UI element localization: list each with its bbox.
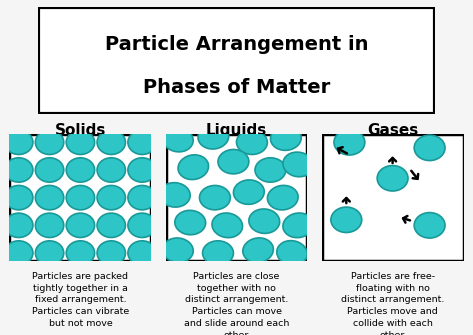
Text: Solids: Solids bbox=[55, 123, 106, 138]
Ellipse shape bbox=[198, 125, 229, 149]
Ellipse shape bbox=[414, 135, 445, 160]
Ellipse shape bbox=[97, 186, 125, 210]
Ellipse shape bbox=[128, 241, 156, 265]
Ellipse shape bbox=[66, 241, 95, 265]
Ellipse shape bbox=[35, 158, 64, 182]
Text: Particles are close
together with no
distinct arrangement.
Particles can move
an: Particles are close together with no dis… bbox=[184, 272, 289, 335]
Ellipse shape bbox=[271, 126, 301, 150]
Ellipse shape bbox=[255, 158, 286, 182]
Ellipse shape bbox=[5, 241, 33, 265]
Text: Particles are packed
tightly together in a
fixed arrangement.
Particles can vibr: Particles are packed tightly together in… bbox=[32, 272, 129, 328]
Ellipse shape bbox=[97, 213, 125, 238]
Ellipse shape bbox=[5, 130, 33, 154]
Ellipse shape bbox=[128, 130, 156, 154]
Ellipse shape bbox=[128, 213, 156, 238]
Ellipse shape bbox=[66, 213, 95, 238]
Ellipse shape bbox=[249, 209, 280, 233]
Ellipse shape bbox=[66, 130, 95, 154]
Ellipse shape bbox=[236, 130, 267, 154]
Text: Particle Arrangement in: Particle Arrangement in bbox=[105, 35, 368, 54]
Ellipse shape bbox=[97, 130, 125, 154]
Ellipse shape bbox=[267, 185, 298, 210]
Ellipse shape bbox=[277, 241, 307, 265]
Ellipse shape bbox=[128, 186, 156, 210]
Text: Phases of Matter: Phases of Matter bbox=[143, 78, 330, 96]
Ellipse shape bbox=[66, 158, 95, 182]
Ellipse shape bbox=[5, 213, 33, 238]
Ellipse shape bbox=[97, 158, 125, 182]
Ellipse shape bbox=[178, 155, 209, 180]
Ellipse shape bbox=[5, 158, 33, 182]
Ellipse shape bbox=[414, 213, 445, 238]
Ellipse shape bbox=[243, 238, 273, 263]
Ellipse shape bbox=[283, 152, 314, 177]
Ellipse shape bbox=[212, 213, 243, 238]
Ellipse shape bbox=[5, 186, 33, 210]
Ellipse shape bbox=[334, 130, 365, 155]
Ellipse shape bbox=[35, 130, 64, 154]
Ellipse shape bbox=[283, 213, 314, 238]
FancyBboxPatch shape bbox=[38, 7, 435, 114]
Ellipse shape bbox=[159, 183, 190, 207]
Ellipse shape bbox=[200, 186, 230, 210]
Ellipse shape bbox=[35, 186, 64, 210]
Ellipse shape bbox=[234, 180, 264, 204]
Ellipse shape bbox=[175, 210, 206, 235]
Ellipse shape bbox=[128, 158, 156, 182]
Text: Liquids: Liquids bbox=[206, 123, 267, 138]
Text: Gases: Gases bbox=[367, 123, 418, 138]
Ellipse shape bbox=[218, 149, 249, 174]
Text: Particles are free-
floating with no
distinct arrangement.
Particles move and
co: Particles are free- floating with no dis… bbox=[341, 272, 444, 335]
Ellipse shape bbox=[377, 165, 408, 191]
Ellipse shape bbox=[331, 207, 362, 232]
Ellipse shape bbox=[35, 241, 64, 265]
Ellipse shape bbox=[66, 186, 95, 210]
Ellipse shape bbox=[163, 127, 193, 152]
Ellipse shape bbox=[163, 238, 193, 263]
Ellipse shape bbox=[97, 241, 125, 265]
Ellipse shape bbox=[202, 241, 233, 265]
Ellipse shape bbox=[35, 213, 64, 238]
